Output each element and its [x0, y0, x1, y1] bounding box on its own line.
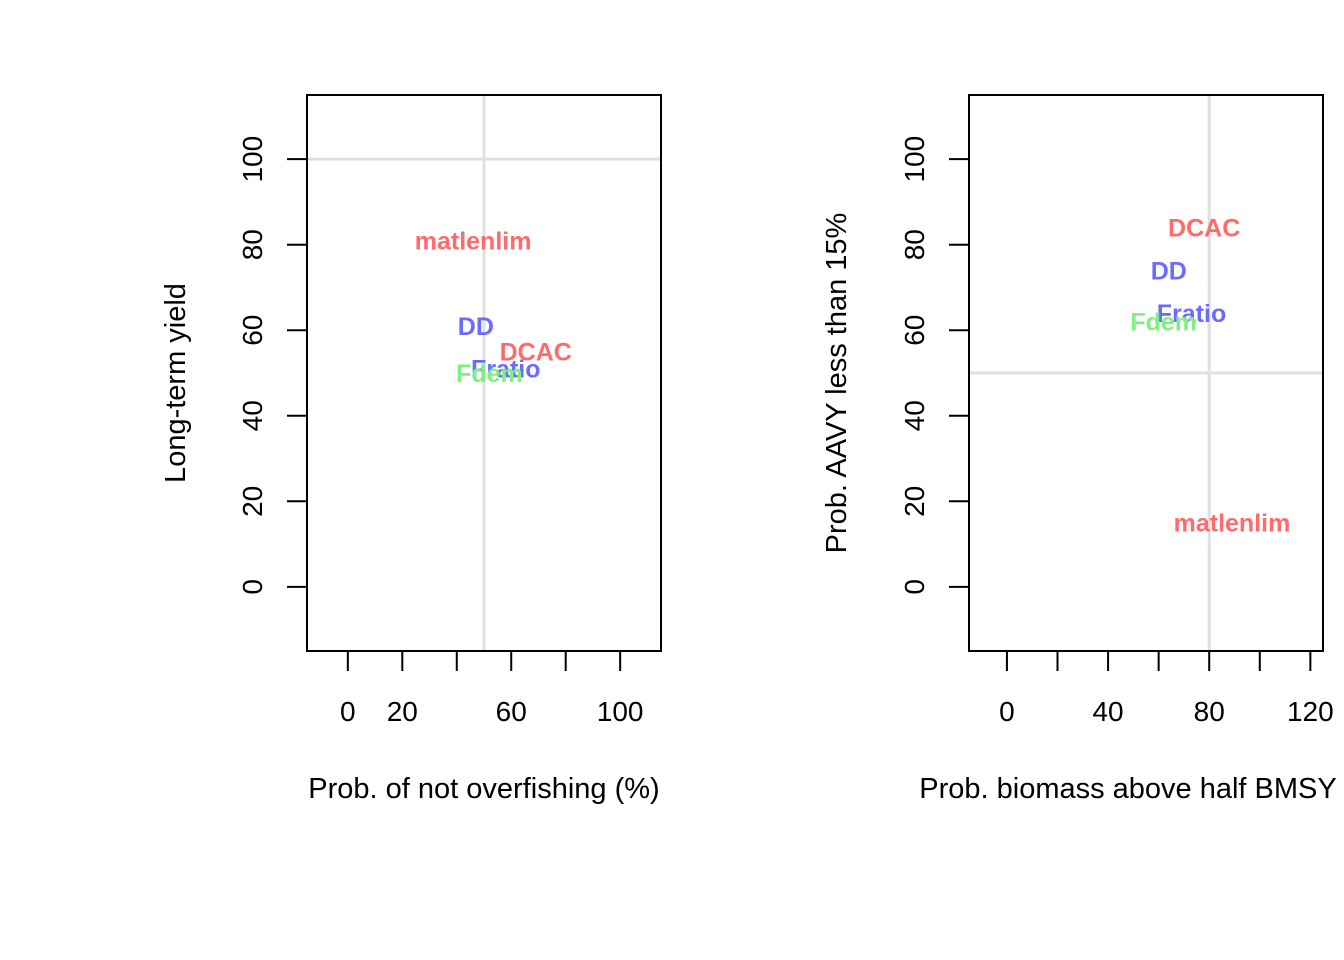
y-tick-label: 0 — [899, 579, 930, 595]
y-tick-label: 60 — [899, 315, 930, 346]
point-label-fdem: Fdem — [1130, 309, 1197, 337]
x-tick-label: 60 — [496, 696, 527, 727]
x-tick-label: 100 — [597, 696, 644, 727]
x-tick-label: 0 — [999, 696, 1015, 727]
x-tick-label: 40 — [1092, 696, 1123, 727]
point-label-dd: DD — [458, 313, 494, 341]
y-tick-label: 20 — [899, 486, 930, 517]
y-axis-label: Prob. AAVY less than 15% — [821, 213, 853, 554]
y-tick-label: 80 — [899, 229, 930, 260]
y-tick-label: 40 — [899, 400, 930, 431]
point-label-fratio: Fratio — [1157, 300, 1226, 328]
point-label-matlenlim: matlenlim — [1174, 510, 1291, 538]
y-tick-label: 0 — [237, 579, 268, 595]
y-tick-label: 40 — [237, 400, 268, 431]
y-tick-label: 100 — [237, 136, 268, 183]
y-tick-label: 20 — [237, 486, 268, 517]
y-axis-label: Long-term yield — [160, 283, 192, 483]
x-tick-label: 0 — [340, 696, 356, 727]
x-axis-label: Prob. biomass above half BMSY — [919, 773, 1336, 805]
point-label-fdem: Fdem — [456, 360, 523, 388]
y-tick-label: 60 — [237, 315, 268, 346]
point-label-dd: DD — [1151, 257, 1187, 285]
point-label-dcac: DCAC — [1168, 215, 1240, 243]
point-label-fratio: Fratio — [471, 356, 540, 384]
x-tick-label: 120 — [1287, 696, 1334, 727]
x-tick-label: 80 — [1194, 696, 1225, 727]
y-tick-label: 100 — [899, 136, 930, 183]
x-tick-label: 20 — [387, 696, 418, 727]
point-label-dcac: DCAC — [500, 339, 572, 367]
x-axis-label: Prob. of not overfishing (%) — [308, 773, 659, 805]
point-label-matlenlim: matlenlim — [415, 227, 532, 255]
y-tick-label: 80 — [237, 229, 268, 260]
